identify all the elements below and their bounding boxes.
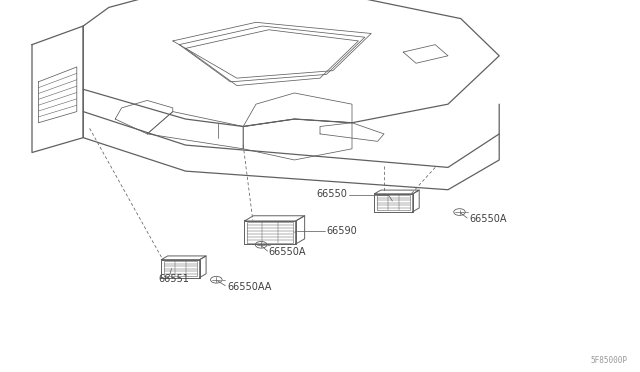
Text: 66550: 66550: [317, 189, 348, 199]
Text: 66550A: 66550A: [469, 215, 507, 224]
Text: 66550A: 66550A: [269, 247, 307, 257]
Text: 66551: 66551: [159, 274, 189, 284]
Text: 5F85000P: 5F85000P: [590, 356, 627, 365]
Text: 66550AA: 66550AA: [227, 282, 271, 292]
Text: 66590: 66590: [326, 227, 357, 236]
